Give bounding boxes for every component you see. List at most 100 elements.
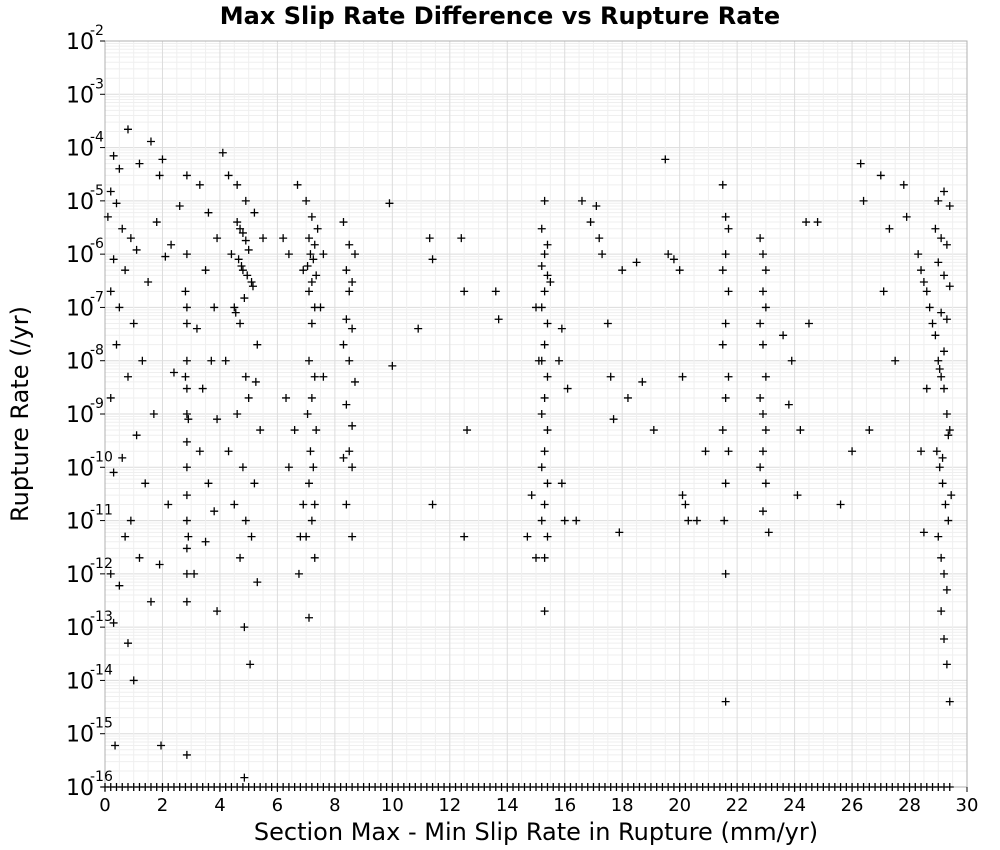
data-point xyxy=(540,553,549,562)
data-point xyxy=(425,234,434,243)
x-tick-label: 24 xyxy=(783,795,806,816)
data-point xyxy=(233,410,242,418)
data-point xyxy=(135,553,144,562)
data-point xyxy=(123,639,132,648)
data-point xyxy=(132,431,141,440)
data-point xyxy=(184,415,193,424)
data-point xyxy=(316,303,325,312)
y-tick-exponent: -4 xyxy=(90,130,104,146)
data-point xyxy=(764,528,773,537)
data-point xyxy=(307,212,316,221)
data-point xyxy=(917,447,926,456)
data-point xyxy=(293,180,302,189)
data-point xyxy=(865,426,874,435)
x-tick-label: 6 xyxy=(272,795,283,816)
data-point xyxy=(606,372,615,381)
data-point xyxy=(761,426,770,435)
data-point xyxy=(572,516,581,525)
data-point xyxy=(388,361,397,370)
data-point xyxy=(342,315,351,324)
data-point xyxy=(945,282,954,291)
data-point xyxy=(879,287,888,296)
data-point xyxy=(303,410,312,418)
data-point xyxy=(756,234,765,243)
y-tick-label: 10 xyxy=(66,83,94,108)
y-tick-label: 10 xyxy=(66,616,94,641)
x-tick-label: 14 xyxy=(496,795,519,816)
data-point xyxy=(675,266,684,275)
y-tick-exponent: -13 xyxy=(90,609,113,625)
data-point xyxy=(309,463,318,472)
data-point xyxy=(944,516,953,525)
data-point xyxy=(540,607,549,616)
data-point xyxy=(306,250,315,259)
data-point xyxy=(925,303,934,312)
data-point xyxy=(248,282,257,291)
data-point xyxy=(182,250,191,259)
data-point xyxy=(543,426,552,435)
y-tick-exponent: -11 xyxy=(90,503,113,519)
x-tick-label: 16 xyxy=(553,795,576,816)
data-point xyxy=(692,516,701,525)
data-point xyxy=(210,303,219,312)
data-point xyxy=(557,324,566,333)
data-point xyxy=(813,218,822,227)
data-point xyxy=(253,340,262,349)
data-point xyxy=(537,261,546,270)
data-point xyxy=(942,585,951,594)
data-point xyxy=(259,234,268,243)
y-tick-exponent: -3 xyxy=(90,76,104,92)
data-point xyxy=(158,155,167,164)
x-tick-label: 4 xyxy=(214,795,225,816)
data-point xyxy=(218,148,227,157)
data-point xyxy=(181,287,190,296)
y-tick-exponent: -8 xyxy=(90,343,104,359)
data-point xyxy=(282,393,291,402)
data-point xyxy=(305,356,314,365)
data-point xyxy=(305,234,314,243)
data-point xyxy=(937,234,946,243)
data-point xyxy=(111,741,120,750)
data-point xyxy=(934,356,943,365)
y-tick-exponent: -12 xyxy=(90,556,113,572)
x-tick-label: 22 xyxy=(726,795,749,816)
data-point xyxy=(123,125,132,134)
data-point xyxy=(917,266,926,275)
data-point xyxy=(144,278,153,287)
data-point xyxy=(937,607,946,616)
data-point xyxy=(121,266,130,275)
data-point xyxy=(238,266,247,275)
data-point xyxy=(540,393,549,402)
data-point xyxy=(310,553,319,562)
data-point xyxy=(681,500,690,509)
data-point xyxy=(684,516,693,525)
data-point xyxy=(182,437,191,446)
data-point xyxy=(945,697,954,706)
data-point xyxy=(463,426,472,435)
data-point xyxy=(129,319,138,328)
data-point xyxy=(540,340,549,349)
data-point xyxy=(155,560,164,569)
data-point xyxy=(560,516,569,525)
y-tick-label: 10 xyxy=(66,137,94,162)
y-tick-exponent: -16 xyxy=(90,769,113,785)
data-point xyxy=(724,372,733,381)
data-point xyxy=(112,340,121,349)
data-point xyxy=(931,331,940,340)
data-point xyxy=(251,377,260,386)
data-point xyxy=(856,159,865,168)
data-point xyxy=(891,356,900,365)
data-point xyxy=(802,218,811,227)
data-point xyxy=(213,415,222,424)
data-point xyxy=(284,463,293,472)
data-point xyxy=(307,516,316,525)
data-point xyxy=(720,516,729,525)
data-point xyxy=(761,266,770,275)
data-point xyxy=(207,356,216,365)
data-point xyxy=(182,410,191,418)
data-point xyxy=(537,303,546,312)
data-point xyxy=(250,208,259,217)
data-point xyxy=(632,258,641,267)
data-point xyxy=(940,634,949,643)
data-point xyxy=(945,202,954,211)
